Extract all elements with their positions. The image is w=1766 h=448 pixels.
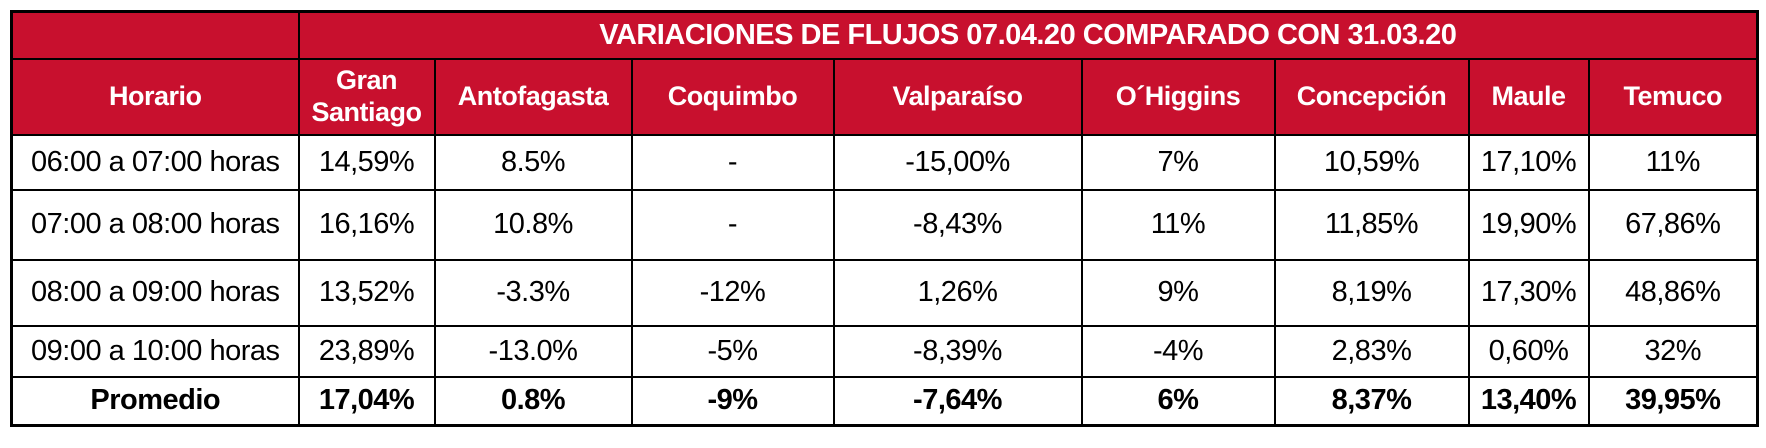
cell-maule: 0,60% xyxy=(1467,324,1590,378)
col-header-temuco: Temuco xyxy=(1587,57,1759,136)
cell-valparaiso: 1,26% xyxy=(832,258,1083,327)
cell-ohiggins: 11% xyxy=(1080,188,1276,261)
table-row: 06:00 a 07:00 horas 14,59% 8.5% - -15,00… xyxy=(10,133,1759,191)
cell-ohiggins: 7% xyxy=(1080,133,1276,191)
summary-row: Promedio 17,04% 0.8% -9% -7,64% 6% 8,37%… xyxy=(10,375,1759,427)
cell-horario: 08:00 a 09:00 horas xyxy=(10,258,300,327)
col-header-antofagasta: Antofagasta xyxy=(433,57,633,136)
summary-cell-ohiggins: 6% xyxy=(1080,375,1276,427)
col-header-horario: Horario xyxy=(10,57,300,136)
cell-coquimbo: - xyxy=(630,133,835,191)
cell-gran-santiago: 13,52% xyxy=(297,258,436,327)
cell-maule: 19,90% xyxy=(1467,188,1590,261)
corner-cell xyxy=(10,10,300,60)
cell-maule: 17,30% xyxy=(1467,258,1590,327)
cell-horario: 09:00 a 10:00 horas xyxy=(10,324,300,378)
cell-valparaiso: -8,43% xyxy=(832,188,1083,261)
cell-concepcion: 2,83% xyxy=(1273,324,1470,378)
cell-valparaiso: -8,39% xyxy=(832,324,1083,378)
summary-cell-temuco: 39,95% xyxy=(1587,375,1759,427)
cell-concepcion: 8,19% xyxy=(1273,258,1470,327)
summary-cell-antofagasta: 0.8% xyxy=(433,375,633,427)
cell-horario: 07:00 a 08:00 horas xyxy=(10,188,300,261)
page: VARIACIONES DE FLUJOS 07.04.20 COMPARADO… xyxy=(10,10,1760,427)
table-title: VARIACIONES DE FLUJOS 07.04.20 COMPARADO… xyxy=(297,10,1759,60)
cell-gran-santiago: 23,89% xyxy=(297,324,436,378)
table-row: 08:00 a 09:00 horas 13,52% -3.3% -12% 1,… xyxy=(10,258,1759,327)
col-header-ohiggins: O´Higgins xyxy=(1080,57,1276,136)
cell-antofagasta: 8.5% xyxy=(433,133,633,191)
cell-ohiggins: -4% xyxy=(1080,324,1276,378)
header-row: Horario Gran Santiago Antofagasta Coquim… xyxy=(10,57,1759,136)
summary-label: Promedio xyxy=(10,375,300,427)
col-header-gran-santiago: Gran Santiago xyxy=(297,57,436,136)
cell-coquimbo: -12% xyxy=(630,258,835,327)
cell-gran-santiago: 16,16% xyxy=(297,188,436,261)
cell-concepcion: 10,59% xyxy=(1273,133,1470,191)
table-row: 09:00 a 10:00 horas 23,89% -13.0% -5% -8… xyxy=(10,324,1759,378)
cell-temuco: 11% xyxy=(1587,133,1759,191)
cell-temuco: 48,86% xyxy=(1587,258,1759,327)
summary-cell-maule: 13,40% xyxy=(1467,375,1590,427)
summary-cell-coquimbo: -9% xyxy=(630,375,835,427)
col-header-maule: Maule xyxy=(1467,57,1590,136)
cell-ohiggins: 9% xyxy=(1080,258,1276,327)
cell-coquimbo: - xyxy=(630,188,835,261)
cell-temuco: 32% xyxy=(1587,324,1759,378)
flow-variations-table: VARIACIONES DE FLUJOS 07.04.20 COMPARADO… xyxy=(10,10,1760,427)
cell-maule: 17,10% xyxy=(1467,133,1590,191)
cell-concepcion: 11,85% xyxy=(1273,188,1470,261)
cell-antofagasta: -3.3% xyxy=(433,258,633,327)
cell-antofagasta: 10.8% xyxy=(433,188,633,261)
col-header-concepcion: Concepción xyxy=(1273,57,1470,136)
cell-antofagasta: -13.0% xyxy=(433,324,633,378)
cell-coquimbo: -5% xyxy=(630,324,835,378)
table-row: 07:00 a 08:00 horas 16,16% 10.8% - -8,43… xyxy=(10,188,1759,261)
col-header-coquimbo: Coquimbo xyxy=(630,57,835,136)
summary-cell-valparaiso: -7,64% xyxy=(832,375,1083,427)
title-row: VARIACIONES DE FLUJOS 07.04.20 COMPARADO… xyxy=(10,10,1759,60)
summary-cell-gran-santiago: 17,04% xyxy=(297,375,436,427)
cell-gran-santiago: 14,59% xyxy=(297,133,436,191)
col-header-valparaiso: Valparaíso xyxy=(832,57,1083,136)
cell-temuco: 67,86% xyxy=(1587,188,1759,261)
cell-horario: 06:00 a 07:00 horas xyxy=(10,133,300,191)
cell-valparaiso: -15,00% xyxy=(832,133,1083,191)
summary-cell-concepcion: 8,37% xyxy=(1273,375,1470,427)
